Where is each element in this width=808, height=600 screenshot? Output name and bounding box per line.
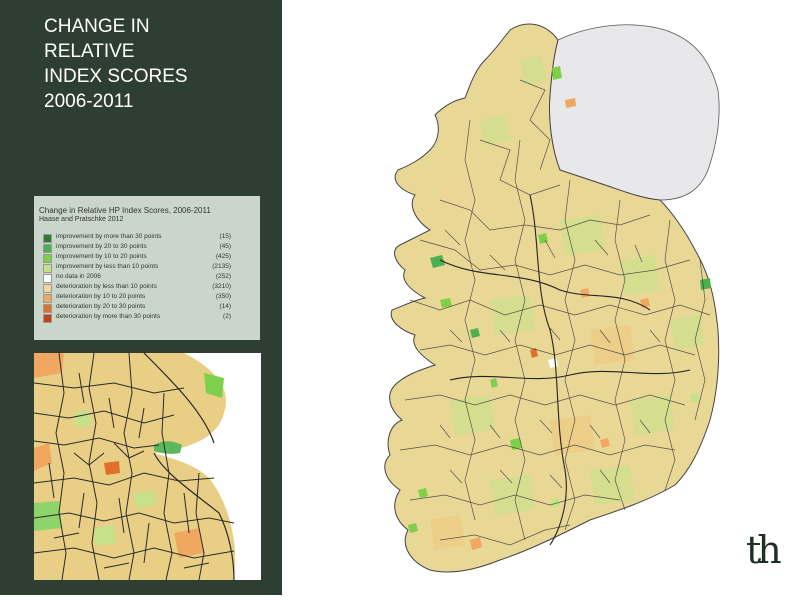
highlight-patches: [408, 66, 711, 550]
legend-count: (15): [219, 233, 231, 240]
legend-count: (350): [215, 293, 231, 300]
legend-item: improvement by 20 to 30 points (45): [43, 242, 255, 253]
legend-swatch: [43, 244, 52, 253]
title-line-1: CHANGE IN: [44, 16, 150, 37]
legend-label: no data in 2006: [56, 273, 101, 280]
legend-item: improvement by less than 10 points (2135): [43, 262, 255, 273]
legend-swatch: [43, 304, 52, 313]
legend-item: improvement by 10 to 20 points (425): [43, 252, 255, 263]
legend-swatch: [43, 284, 52, 293]
electoral-boundaries: [399, 79, 711, 546]
northern-ireland-region: [549, 24, 720, 201]
legend-label: improvement by more than 30 points: [56, 233, 162, 240]
legend-item: deterioration by 20 to 30 points (14): [43, 302, 255, 313]
legend-count: (252): [215, 273, 231, 280]
legend-swatch: [43, 294, 52, 303]
legend-label: deterioration by 10 to 20 points: [56, 293, 146, 300]
legend-swatch: [43, 274, 52, 283]
map-legend: Change in Relative HP Index Scores, 2006…: [34, 196, 260, 340]
sidebar-panel: CHANGE IN RELATIVE INDEX SCORES 2006-201…: [0, 0, 282, 595]
title-line-4: 2006-2011: [44, 91, 134, 112]
legend-count: (14): [219, 303, 231, 310]
ireland-map: [290, 0, 808, 595]
dublin-inset-map: [34, 353, 261, 580]
legend-item: deterioration by 10 to 20 points (350): [43, 292, 255, 303]
county-borders: [439, 194, 691, 546]
legend-label: deterioration by more than 30 points: [56, 313, 161, 320]
legend-item: improvement by more than 30 points (15): [43, 232, 255, 243]
legend-swatch: [43, 264, 52, 273]
legend-swatch: [43, 234, 52, 243]
th-logo: th: [746, 528, 782, 572]
legend-label: deterioration by less than 10 points: [56, 283, 157, 290]
dublin-inset-svg: [34, 353, 261, 580]
legend-count: (425): [215, 253, 231, 260]
ireland-map-svg: [384, 23, 720, 573]
legend-label: improvement by less than 10 points: [56, 263, 159, 270]
legend-item: deterioration by less than 10 points (321…: [43, 282, 255, 293]
title-line-3: INDEX SCORES: [44, 66, 188, 87]
legend-count: (2): [223, 313, 231, 320]
legend-count: (2135): [212, 263, 231, 270]
legend-title: Change in Relative HP Index Scores, 2006…: [39, 206, 211, 215]
legend-source: Haase and Pratschke 2012: [39, 216, 124, 223]
legend-swatch: [43, 314, 52, 323]
legend-count: (3210): [212, 283, 231, 290]
legend-label: deterioration by 20 to 30 points: [56, 303, 146, 310]
legend-swatch: [43, 254, 52, 263]
legend-label: improvement by 20 to 30 points: [56, 243, 147, 250]
legend-count: (45): [219, 243, 231, 250]
legend-item: deterioration by more than 30 points (2): [43, 312, 255, 323]
title-line-2: RELATIVE: [44, 41, 135, 62]
slide-title: CHANGE IN RELATIVE INDEX SCORES 2006-201…: [44, 14, 264, 114]
legend-label: improvement by 10 to 20 points: [56, 253, 147, 260]
legend-item: no data in 2006 (252): [43, 272, 255, 283]
